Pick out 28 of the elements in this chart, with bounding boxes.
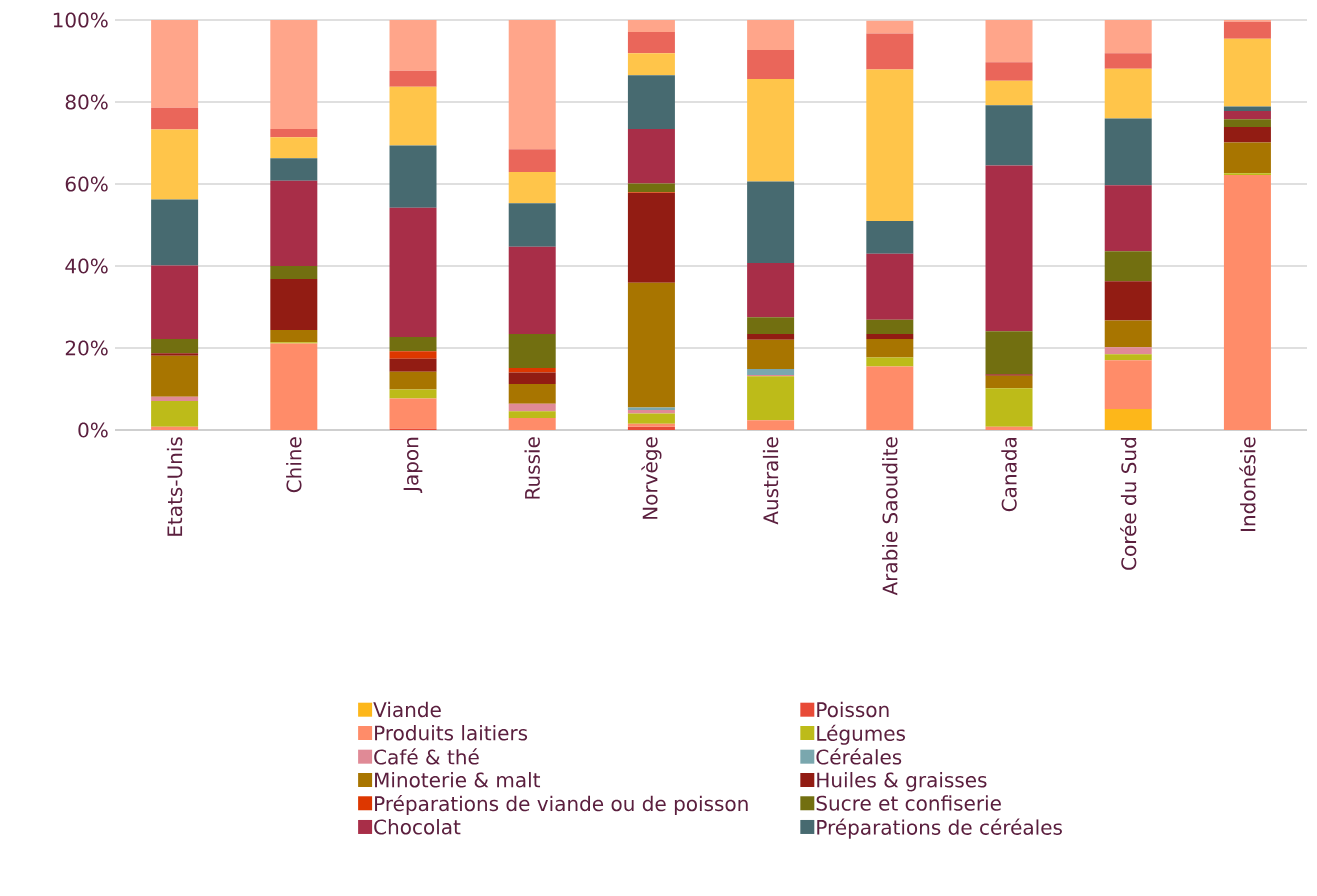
y-tick-label: 40% bbox=[65, 258, 108, 274]
legend-label: Viande bbox=[373, 701, 441, 718]
x-tick-label: Norvège bbox=[641, 437, 662, 519]
legend-label: Chocolat bbox=[374, 819, 461, 835]
legend-label: Préparations de céréales bbox=[817, 818, 1062, 839]
x-tick-label: Indonésie bbox=[1239, 437, 1256, 531]
legend-label: Légumes bbox=[817, 724, 906, 745]
x-tick-label: Arabie Saoudite bbox=[882, 437, 898, 596]
legend-label: Poisson bbox=[817, 701, 889, 718]
x-tick-label: Etats-Unis bbox=[166, 437, 183, 536]
legend-label: Céréales bbox=[816, 748, 902, 765]
legend-label: Huiles & graisses bbox=[817, 772, 987, 792]
y-tick-label: 60% bbox=[65, 176, 108, 192]
x-tick-label: Canada bbox=[1001, 437, 1017, 512]
x-tick-label: Corée du Sud bbox=[1120, 438, 1137, 570]
x-tick-label: Chine bbox=[286, 437, 302, 493]
y-tick-label: 20% bbox=[65, 340, 108, 356]
y-tick-label: 80% bbox=[65, 94, 108, 110]
y-tick-label: 0% bbox=[78, 422, 108, 438]
legend-label: Minoterie & malt bbox=[375, 772, 541, 788]
y-tick-label: 100% bbox=[53, 12, 108, 28]
x-tick-label: Australie bbox=[762, 437, 779, 525]
legend-label: Produits laitiers bbox=[375, 725, 528, 741]
legend-label: Café & thé bbox=[374, 748, 479, 765]
x-tick-label: Japon bbox=[403, 437, 423, 493]
legend-label: Préparations de viande ou de poisson bbox=[375, 794, 748, 816]
legend-label: Sucre et confiserie bbox=[816, 795, 1001, 811]
x-tick-label: Russie bbox=[524, 437, 540, 499]
